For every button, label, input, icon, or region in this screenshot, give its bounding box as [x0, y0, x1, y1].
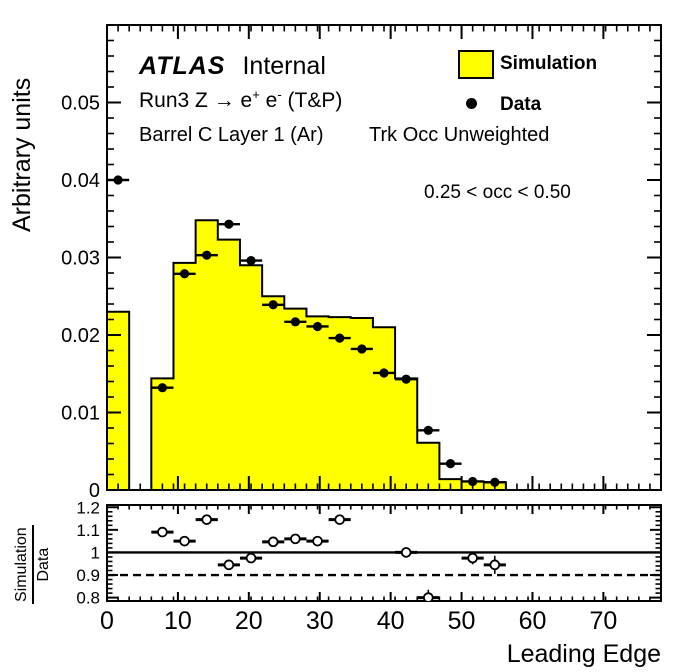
- ratio-denominator-label: Data: [35, 547, 52, 582]
- svg-text:0: 0: [89, 480, 100, 502]
- ratio-point: [467, 552, 478, 564]
- svg-text:1.1: 1.1: [76, 521, 100, 540]
- arrow-glyph: →: [213, 89, 235, 112]
- x-tick-labels: 0 10 20 30 40 50 60 70: [100, 607, 617, 635]
- data-point: [401, 374, 411, 384]
- svg-text:60: 60: [519, 607, 547, 635]
- ratio-point: [201, 514, 213, 525]
- svg-text:1.2: 1.2: [76, 498, 100, 517]
- svg-text:20: 20: [235, 607, 263, 635]
- data-points: [107, 175, 506, 487]
- svg-text:0.05: 0.05: [61, 93, 100, 115]
- ratio-point: [245, 552, 257, 564]
- svg-text:0.04: 0.04: [61, 170, 100, 192]
- data-point: [490, 477, 500, 487]
- ratio-point: [223, 559, 235, 571]
- svg-text:30: 30: [306, 607, 334, 635]
- legend-simulation-label: Simulation: [500, 53, 598, 74]
- data-point: [290, 317, 300, 327]
- legend-simulation-swatch: [458, 50, 494, 79]
- x-axis-title: Leading Edge: [506, 640, 661, 668]
- ratio-point: [400, 547, 412, 558]
- ratio-point: [489, 559, 501, 571]
- data-point: [312, 321, 323, 332]
- main-axis-ticks: [106, 24, 662, 491]
- svg-text:0.9: 0.9: [76, 566, 100, 585]
- legend-data-marker-icon: [466, 98, 477, 109]
- svg-text:0.8: 0.8: [76, 589, 100, 608]
- ratio-point: [179, 535, 190, 547]
- data-point: [268, 300, 278, 310]
- occupancy-range-label: 0.25 < occ < 0.50: [424, 182, 571, 203]
- detector-region-label: Barrel C Layer 1 (Ar): [139, 124, 324, 146]
- ratio-axis-title: Simulation Data: [13, 525, 53, 604]
- experiment-label: ATLAS Internal: [139, 52, 326, 81]
- ratio-numerator-label: Simulation: [13, 525, 34, 604]
- svg-text:40: 40: [377, 607, 405, 635]
- atlas-wordmark: ATLAS: [139, 52, 226, 80]
- data-point: [468, 476, 478, 487]
- weighting-label: Trk Occ Unweighted: [369, 124, 550, 146]
- ratio-point: [157, 526, 168, 538]
- data-point: [179, 269, 190, 279]
- svg-text:0.02: 0.02: [61, 325, 100, 347]
- ratio-y-tick-labels: 0.8 0.9 1 1.1 1.2: [76, 498, 100, 607]
- data-point: [379, 368, 389, 378]
- ratio-reference-lines: [107, 551, 661, 577]
- data-point: [423, 425, 433, 435]
- physics-process-label: Run3 Z → e+ e- (T&P): [139, 87, 343, 112]
- main-y-tick-labels: 0 0.01 0.02 0.03 0.04 0.05: [61, 93, 100, 503]
- data-point: [202, 250, 212, 260]
- ratio-point: [423, 592, 434, 601]
- y-axis-title: Arbitrary units: [8, 77, 36, 232]
- data-point: [157, 383, 167, 393]
- simulation-histogram: [106, 219, 661, 491]
- ratio-points: [151, 514, 506, 601]
- data-point: [445, 459, 456, 469]
- ratio-point: [334, 514, 345, 525]
- svg-text:1: 1: [91, 543, 100, 562]
- svg-text:0.03: 0.03: [61, 248, 100, 270]
- svg-text:10: 10: [164, 607, 192, 635]
- atlas-status-label: Internal: [242, 52, 326, 80]
- svg-text:0: 0: [100, 607, 114, 635]
- ratio-point: [312, 535, 323, 547]
- data-point: [113, 175, 123, 185]
- data-point: [224, 219, 234, 229]
- data-point: [357, 344, 367, 354]
- data-point: [246, 256, 256, 266]
- data-point: [335, 333, 345, 343]
- ratio-point: [267, 536, 279, 548]
- ratio-axis-ticks: [106, 505, 662, 601]
- ratio-point: [290, 533, 301, 545]
- svg-text:50: 50: [448, 607, 476, 635]
- svg-text:70: 70: [589, 607, 617, 635]
- legend-data-label: Data: [500, 94, 542, 115]
- svg-text:0.01: 0.01: [61, 403, 100, 425]
